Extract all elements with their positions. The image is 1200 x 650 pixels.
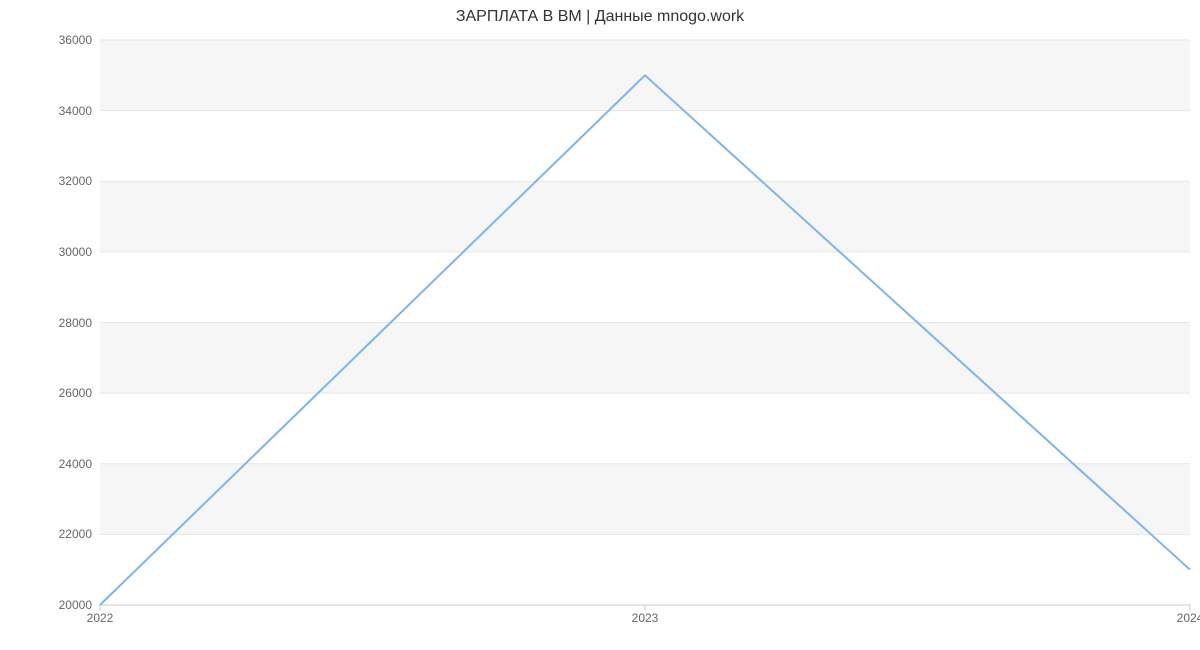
line-chart: ЗАРПЛАТА В ВМ | Данные mnogo.work 200002… (0, 0, 1200, 650)
y-axis-tick-label: 34000 (59, 104, 100, 118)
x-axis-tick-label: 2022 (87, 605, 114, 625)
y-axis-tick-label: 26000 (59, 386, 100, 400)
x-axis-tick-label: 2023 (632, 605, 659, 625)
x-axis-tick-label: 2024 (1177, 605, 1200, 625)
y-axis-tick-label: 28000 (59, 316, 100, 330)
y-axis-tick-label: 30000 (59, 245, 100, 259)
plot-area: 2000022000240002600028000300003200034000… (100, 40, 1190, 605)
plot-svg (100, 40, 1190, 605)
chart-title: ЗАРПЛАТА В ВМ | Данные mnogo.work (0, 8, 1200, 26)
y-axis-tick-label: 36000 (59, 33, 100, 47)
y-axis-tick-label: 32000 (59, 174, 100, 188)
y-axis-tick-label: 22000 (59, 527, 100, 541)
y-axis-tick-label: 24000 (59, 457, 100, 471)
